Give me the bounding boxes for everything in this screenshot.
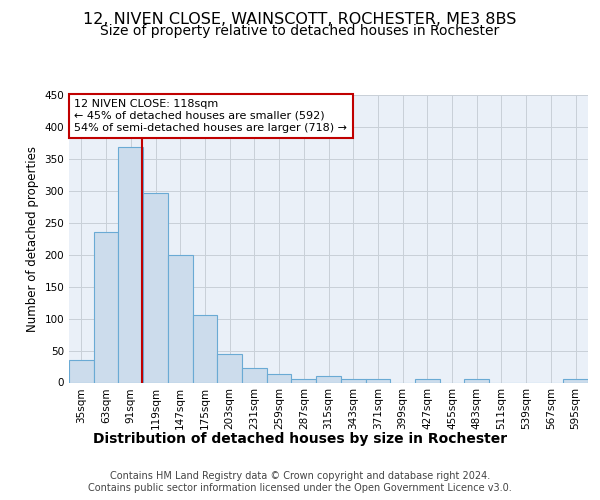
Bar xyxy=(217,354,242,382)
Bar xyxy=(341,380,365,382)
Bar xyxy=(563,380,588,382)
Bar xyxy=(292,380,316,382)
Text: 12, NIVEN CLOSE, WAINSCOTT, ROCHESTER, ME3 8BS: 12, NIVEN CLOSE, WAINSCOTT, ROCHESTER, M… xyxy=(83,12,517,28)
Bar xyxy=(464,380,489,382)
Bar xyxy=(365,380,390,382)
Bar xyxy=(415,380,440,382)
Bar xyxy=(69,360,94,382)
Bar xyxy=(143,193,168,382)
Bar xyxy=(94,232,118,382)
Y-axis label: Number of detached properties: Number of detached properties xyxy=(26,146,39,332)
Bar xyxy=(118,148,143,382)
Text: 12 NIVEN CLOSE: 118sqm
← 45% of detached houses are smaller (592)
54% of semi-de: 12 NIVEN CLOSE: 118sqm ← 45% of detached… xyxy=(74,100,347,132)
Text: Size of property relative to detached houses in Rochester: Size of property relative to detached ho… xyxy=(100,24,500,38)
Bar xyxy=(193,316,217,382)
Bar xyxy=(267,374,292,382)
Text: Contains public sector information licensed under the Open Government Licence v3: Contains public sector information licen… xyxy=(88,483,512,493)
Bar xyxy=(168,256,193,382)
Text: Contains HM Land Registry data © Crown copyright and database right 2024.: Contains HM Land Registry data © Crown c… xyxy=(110,471,490,481)
Text: Distribution of detached houses by size in Rochester: Distribution of detached houses by size … xyxy=(93,432,507,446)
Bar xyxy=(316,376,341,382)
Bar xyxy=(242,368,267,382)
